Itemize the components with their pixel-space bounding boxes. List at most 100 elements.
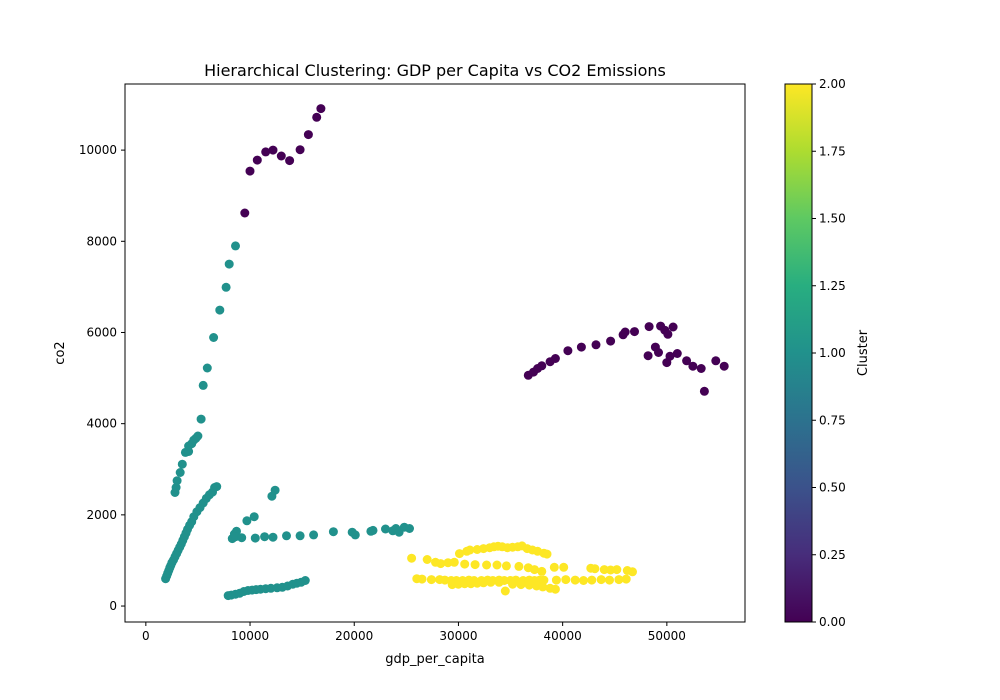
data-point-cluster-1 [193, 431, 203, 441]
data-point-cluster-2 [628, 567, 637, 577]
data-point-cluster-2 [587, 575, 597, 585]
data-point-cluster-1 [177, 459, 187, 469]
data-point-cluster-2 [492, 560, 502, 570]
data-point-cluster-2 [449, 557, 459, 567]
colorbar-tick-label: 1.00 [819, 346, 846, 360]
data-point-cluster-0 [576, 342, 586, 352]
colorbar-tick-label: 2.00 [819, 77, 846, 91]
data-point-cluster-2 [524, 580, 534, 590]
data-point-cluster-2 [538, 582, 548, 592]
data-point-cluster-1 [196, 414, 206, 424]
data-point-cluster-1 [300, 576, 310, 585]
data-point-cluster-2 [530, 565, 539, 575]
data-point-cluster-2 [426, 575, 436, 585]
data-point-cluster-0 [285, 156, 295, 166]
data-point-cluster-0 [303, 130, 313, 140]
data-point-cluster-1 [282, 531, 291, 541]
data-point-cluster-2 [570, 575, 580, 585]
data-point-cluster-0 [240, 208, 250, 218]
data-point-cluster-2 [494, 577, 504, 587]
data-point-cluster-0 [252, 155, 262, 165]
data-point-cluster-0 [688, 361, 698, 371]
y-axis-label: co2 [53, 341, 68, 364]
data-point-cluster-1 [175, 468, 185, 477]
data-point-cluster-0 [550, 354, 560, 363]
data-point-cluster-1 [202, 363, 212, 373]
x-tick-label: 0 [142, 629, 150, 643]
data-point-cluster-2 [614, 575, 624, 585]
data-point-cluster-0 [606, 336, 616, 346]
data-point-cluster-0 [682, 356, 692, 366]
data-point-cluster-0 [654, 348, 663, 357]
data-point-cluster-1 [328, 527, 338, 537]
y-tick-label: 0 [109, 599, 117, 613]
y-tick-label: 4000 [86, 417, 117, 431]
y-tick-label: 8000 [86, 234, 117, 248]
data-point-cluster-2 [561, 575, 571, 585]
data-point-cluster-1 [309, 530, 319, 540]
data-point-cluster-2 [549, 562, 559, 572]
data-point-cluster-0 [663, 329, 673, 339]
data-point-cluster-2 [537, 566, 547, 576]
data-point-cluster-2 [479, 578, 488, 588]
data-point-cluster-0 [268, 145, 278, 155]
data-point-cluster-1 [270, 485, 280, 495]
data-point-cluster-1 [198, 380, 208, 390]
data-point-cluster-2 [621, 574, 631, 584]
colorbar-tick-label: 0.75 [819, 413, 846, 427]
colorbar-tick-label: 1.50 [819, 212, 846, 226]
data-point-cluster-2 [542, 549, 552, 559]
data-point-cluster-0 [563, 346, 573, 356]
data-point-cluster-1 [231, 241, 240, 251]
data-point-cluster-0 [630, 327, 639, 337]
points-layer [161, 104, 729, 601]
data-point-cluster-0 [672, 349, 682, 358]
data-point-cluster-1 [250, 533, 260, 543]
data-point-cluster-2 [455, 549, 464, 559]
data-point-cluster-2 [486, 577, 496, 587]
colorbar-tick-label: 0.00 [819, 615, 846, 629]
data-point-cluster-2 [482, 560, 492, 570]
y-axis-ticks: 0 2000 4000 6000 8000 10000 [79, 143, 125, 613]
x-axis-ticks: 0 10000 20000 30000 40000 50000 [142, 622, 686, 643]
data-point-cluster-1 [224, 259, 234, 269]
data-point-cluster-2 [436, 559, 446, 569]
data-point-cluster-0 [261, 147, 271, 157]
colorbar-gradient [784, 83, 813, 623]
data-point-cluster-0 [699, 386, 709, 396]
data-point-cluster-0 [245, 166, 255, 176]
data-point-cluster-2 [460, 579, 470, 589]
data-point-cluster-1 [242, 516, 252, 526]
data-point-cluster-2 [539, 575, 549, 585]
data-point-cluster-2 [460, 559, 470, 569]
data-point-cluster-1 [350, 530, 360, 540]
data-point-cluster-2 [508, 579, 518, 589]
data-point-cluster-2 [590, 564, 600, 574]
data-point-cluster-1 [221, 282, 231, 292]
x-tick-label: 20000 [335, 629, 373, 643]
data-point-cluster-0 [620, 327, 630, 337]
data-point-cluster-1 [209, 333, 219, 342]
colorbar-tick-label: 1.75 [819, 144, 846, 158]
data-point-cluster-0 [312, 112, 322, 122]
data-point-cluster-2 [550, 584, 560, 594]
data-point-cluster-2 [596, 575, 606, 585]
x-tick-label: 40000 [544, 629, 582, 643]
data-point-cluster-0 [295, 145, 305, 155]
data-point-cluster-1 [368, 525, 378, 535]
data-point-cluster-2 [612, 565, 622, 575]
data-point-cluster-1 [295, 531, 305, 541]
colorbar-tick-label: 1.25 [819, 279, 846, 293]
data-point-cluster-2 [551, 575, 561, 585]
data-point-cluster-0 [316, 104, 326, 114]
data-point-cluster-2 [516, 580, 526, 590]
data-point-cluster-1 [405, 524, 414, 533]
data-point-cluster-2 [514, 561, 524, 571]
data-point-cluster-0 [719, 361, 729, 371]
colorbar-tick-label: 0.25 [819, 548, 846, 562]
data-point-cluster-0 [668, 322, 678, 332]
data-point-cluster-2 [500, 586, 510, 596]
y-tick-label: 6000 [86, 325, 117, 339]
data-point-cluster-0 [644, 322, 654, 332]
